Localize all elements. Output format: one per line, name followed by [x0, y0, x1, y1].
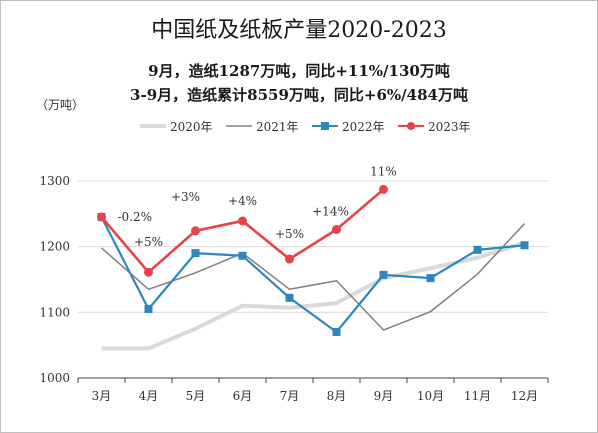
- legend-label-2020: 2020年: [170, 119, 213, 134]
- yoy-annotation: +5%: [134, 235, 163, 249]
- data-point-2023年: [285, 254, 294, 264]
- data-point-2023年: [97, 212, 106, 222]
- x-tick-label: 9月: [374, 389, 394, 403]
- x-tick-label: 12月: [511, 389, 538, 403]
- data-point-2022年: [379, 270, 388, 279]
- x-tick-label: 3月: [92, 389, 112, 403]
- legend-label-2022: 2022年: [342, 119, 385, 134]
- legend-item-2023: 2023年: [398, 117, 471, 135]
- legend-label-2021: 2021年: [256, 119, 299, 134]
- legend-label-2023: 2023年: [428, 119, 471, 134]
- chart-title: 中国纸及纸板产量2020-2023: [151, 18, 447, 43]
- legend-swatch-2022: [312, 122, 338, 130]
- legend-swatch-2023: [398, 122, 424, 130]
- x-tick-label: 11月: [464, 389, 491, 403]
- chart-subtitle-line-1: 9月，造纸1287万吨，同比+11%/130万吨: [148, 62, 450, 80]
- data-point-2023年: [191, 226, 200, 236]
- yoy-annotation: -0.2%: [118, 210, 153, 224]
- data-point-2023年: [379, 184, 388, 194]
- x-tick-label: 4月: [139, 389, 159, 403]
- legend-swatch-2021: [226, 125, 252, 127]
- chart-subtitle-line-2: 3-9月，造纸累计8559万吨，同比+6%/484万吨: [130, 86, 468, 104]
- legend-item-2021: 2021年: [226, 117, 299, 135]
- data-point-2023年: [144, 267, 153, 277]
- y-tick-label: 1000: [39, 371, 70, 385]
- y-tick-label: 1300: [39, 174, 70, 188]
- x-tick-label: 6月: [233, 389, 253, 403]
- yoy-annotation: +3%: [171, 190, 200, 204]
- legend-item-2020: 2020年: [140, 117, 213, 135]
- data-point-2022年: [332, 328, 341, 336]
- data-point-2022年: [426, 274, 435, 283]
- series-line-2022年: [100, 216, 525, 334]
- yoy-annotation: +4%: [228, 194, 257, 208]
- yoy-annotation: +14%: [312, 204, 349, 218]
- chart-legend: 2020年 2021年 2022年 2023年: [140, 117, 480, 135]
- data-point-2022年: [144, 305, 153, 313]
- x-tick-label: 10月: [417, 389, 444, 403]
- data-point-2023年: [238, 216, 247, 226]
- data-point-2022年: [238, 251, 247, 260]
- data-point-2022年: [520, 241, 529, 250]
- legend-swatch-2020: [140, 124, 166, 128]
- x-tick-label: 7月: [280, 389, 300, 403]
- y-tick-label: 1100: [39, 305, 70, 319]
- yoy-annotation: +5%: [275, 227, 304, 241]
- data-point-2022年: [285, 293, 294, 302]
- data-point-2022年: [191, 249, 200, 258]
- yoy-annotation: 11%: [370, 164, 397, 178]
- x-tick-label: 5月: [186, 389, 206, 403]
- x-tick-label: 8月: [327, 389, 347, 403]
- data-point-2022年: [473, 245, 482, 254]
- legend-item-2022: 2022年: [312, 117, 385, 135]
- data-point-2023年: [332, 224, 341, 234]
- y-tick-label: 1200: [39, 240, 70, 254]
- y-axis-unit-label: （万吨）: [36, 98, 85, 112]
